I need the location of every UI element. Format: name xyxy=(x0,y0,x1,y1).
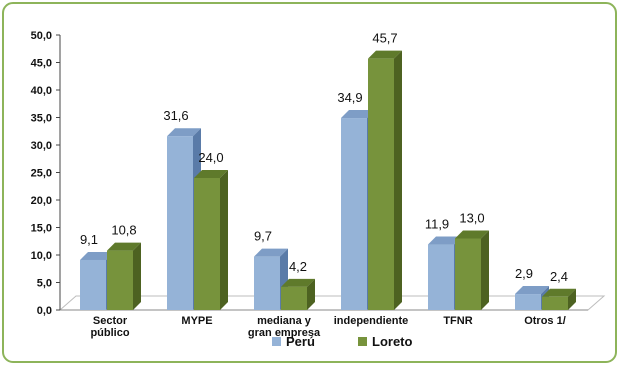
data-label: 2,9 xyxy=(515,266,533,281)
bar-front-face xyxy=(542,296,568,310)
bar-front-face xyxy=(80,259,106,310)
bar-side-face xyxy=(481,230,489,310)
y-tick-label: 0,0 xyxy=(37,305,52,317)
category-label: Sector público xyxy=(90,315,129,339)
bar-side-face xyxy=(394,50,402,311)
category-label: mediana y gran empresa xyxy=(248,315,321,339)
bar-side-face xyxy=(568,288,576,310)
data-label: 11,9 xyxy=(425,217,449,232)
bar-front-face xyxy=(455,238,481,310)
bar-front-face xyxy=(428,244,454,310)
bar-front-face xyxy=(254,256,280,310)
bar-top-face xyxy=(368,50,402,59)
bar-loreto xyxy=(107,242,141,310)
y-tick-label: 50,0 xyxy=(31,30,52,42)
y-tick-label: 10,0 xyxy=(31,250,52,262)
data-label: 9,7 xyxy=(254,229,272,244)
bar-front-face xyxy=(515,294,541,310)
bar-loreto xyxy=(281,278,315,310)
bar-front-face xyxy=(281,286,307,310)
category-label: TFNR xyxy=(443,315,472,327)
y-tick-label: 30,0 xyxy=(31,140,52,152)
legend: Perú Loreto xyxy=(272,334,413,349)
bar-top-face xyxy=(281,278,315,287)
bar-top-face xyxy=(194,170,228,178)
category-label: independiente xyxy=(334,315,409,327)
data-label: 4,2 xyxy=(289,259,307,274)
legend-swatch xyxy=(272,337,281,346)
bar-top-face xyxy=(167,128,201,137)
bar-top-face xyxy=(515,286,549,295)
data-label: 9,1 xyxy=(80,232,98,247)
category-label: MYPE xyxy=(181,315,212,327)
bar-front-face xyxy=(368,58,394,311)
bar-front-face xyxy=(107,250,133,310)
legend-item-peru: Perú xyxy=(272,334,315,349)
y-tick-label: 45,0 xyxy=(31,58,52,70)
bar-front-face xyxy=(194,178,220,310)
y-tick-label: 15,0 xyxy=(31,223,52,235)
bar-top-face xyxy=(455,230,489,239)
y-tick-label: 20,0 xyxy=(31,195,52,207)
bar-loreto xyxy=(542,288,576,310)
data-label: 34,9 xyxy=(337,90,362,105)
bar-top-face xyxy=(80,251,114,260)
data-label: 10,8 xyxy=(111,223,136,238)
bar-loreto xyxy=(455,230,489,310)
bar-top-face xyxy=(341,110,375,119)
bar-top-face xyxy=(107,242,141,251)
y-tick-label: 5,0 xyxy=(37,278,52,290)
data-label: 31,6 xyxy=(163,108,188,123)
bar-top-face xyxy=(428,236,462,245)
data-label: 45,7 xyxy=(372,31,397,46)
bar-top-face xyxy=(542,288,576,297)
data-label: 24,0 xyxy=(198,150,223,165)
bar-loreto xyxy=(194,170,228,310)
bar-loreto xyxy=(368,50,402,311)
data-label: 2,4 xyxy=(550,269,568,284)
legend-label: Loreto xyxy=(372,334,413,349)
legend-swatch xyxy=(358,337,367,346)
bar-side-face xyxy=(307,278,315,310)
category-label: Otros 1/ xyxy=(524,315,566,327)
y-tick-label: 25,0 xyxy=(31,168,52,180)
bars-layer xyxy=(80,50,576,311)
legend-label: Perú xyxy=(286,334,315,349)
bar-side-face xyxy=(220,170,228,310)
bar-front-face xyxy=(341,118,367,310)
data-label: 13,0 xyxy=(459,211,484,226)
y-tick-label: 40,0 xyxy=(31,85,52,97)
bar-front-face xyxy=(167,136,193,310)
legend-item-loreto: Loreto xyxy=(358,334,413,349)
bar-top-face xyxy=(254,248,288,257)
bar-side-face xyxy=(133,242,141,310)
y-tick-label: 35,0 xyxy=(31,113,52,125)
labels-layer: 9,1 10,8 Sector público 31,6 24,0 MYPE 9,7 4,2 me… xyxy=(80,31,568,339)
